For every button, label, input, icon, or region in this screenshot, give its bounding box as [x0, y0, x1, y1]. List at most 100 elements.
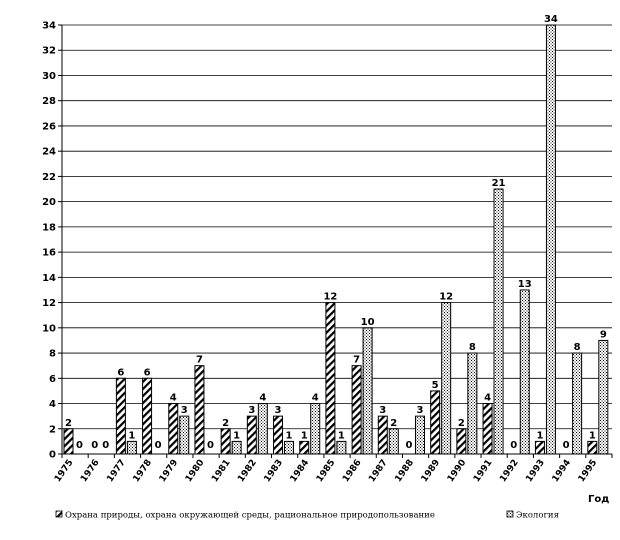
bar-nature: [299, 440, 310, 455]
data-label: 1: [128, 430, 135, 441]
y-tick-label: 30: [42, 71, 56, 82]
bar-ecology: [414, 415, 425, 455]
x-tick-label: 1979: [158, 458, 181, 484]
x-tick-label: 1988: [393, 458, 416, 484]
x-tick-label: 1982: [236, 458, 259, 484]
data-label: 3: [275, 405, 282, 416]
x-tick-label: 1986: [341, 458, 364, 484]
y-tick-label: 16: [42, 248, 56, 259]
bar-nature: [194, 365, 205, 455]
y-tick-label: 12: [42, 298, 56, 309]
data-label: 0: [155, 440, 162, 451]
axes: [61, 25, 612, 455]
y-tick-label: 34: [42, 21, 56, 32]
x-tick-label: 1975: [53, 458, 76, 484]
data-label: 12: [323, 292, 337, 303]
y-tick-label: 8: [49, 349, 56, 360]
bar-nature: [456, 428, 467, 455]
data-label: 0: [405, 440, 412, 451]
data-label: 1: [338, 430, 345, 441]
data-label: 1: [286, 430, 293, 441]
x-tick-label: 1992: [498, 458, 521, 484]
bar-ecology: [257, 403, 268, 455]
bar-nature: [63, 428, 74, 455]
data-label: 9: [600, 329, 607, 340]
bar-ecology: [179, 415, 190, 455]
x-axis-ticks: 1975 1976 1977 1978 1979 1980 1981 1982 1983 1984…: [53, 454, 613, 484]
y-tick-label: 14: [42, 273, 56, 284]
data-label: 13: [518, 279, 532, 290]
data-label: 8: [574, 342, 581, 353]
bar-nature: [587, 440, 598, 455]
data-label: 12: [439, 292, 453, 303]
bar-nature: [430, 390, 441, 455]
legend-label-ecology: Экология: [516, 511, 559, 521]
legend-swatch-hatch: [55, 510, 63, 518]
data-label: 21: [492, 178, 506, 189]
data-label: 6: [144, 367, 151, 378]
x-tick-label: 1987: [367, 458, 390, 484]
bar-nature: [273, 415, 284, 455]
bar-nature: [377, 415, 388, 455]
y-tick-label: 22: [42, 172, 56, 183]
data-label: 2: [65, 418, 72, 429]
data-label: 8: [469, 342, 476, 353]
bar-ecology: [126, 440, 137, 455]
data-label: 10: [361, 317, 375, 328]
bar-ecology: [284, 440, 295, 455]
data-label: 3: [248, 405, 255, 416]
data-label: 0: [563, 440, 570, 451]
x-tick-label: 1976: [79, 458, 102, 484]
data-label: 4: [312, 393, 319, 404]
legend: Охрана природы, охрана окружающей среды,…: [55, 510, 559, 521]
y-tick-label: 10: [42, 323, 56, 334]
bar-ecology: [362, 327, 373, 455]
bar-ecology: [310, 403, 321, 455]
data-label: 0: [102, 440, 109, 451]
x-tick-label: 1995: [577, 458, 600, 484]
y-tick-label: 2: [49, 424, 56, 435]
bar-ecology: [598, 339, 609, 455]
y-tick-label: 20: [42, 197, 56, 208]
data-label: 0: [207, 440, 214, 451]
data-label: 4: [170, 393, 177, 404]
bar-ecology: [441, 302, 452, 455]
bar-ecology: [467, 352, 478, 455]
data-label: 6: [117, 367, 124, 378]
y-tick-label: 18: [42, 222, 56, 233]
x-tick-label: 1994: [551, 458, 574, 484]
data-label: 5: [432, 380, 439, 391]
bar-nature: [142, 377, 153, 455]
x-tick-label: 1985: [315, 458, 338, 484]
y-tick-label: 6: [49, 374, 56, 385]
data-label: 7: [196, 355, 203, 366]
data-label: 7: [353, 355, 360, 366]
data-label: 2: [458, 418, 465, 429]
data-label: 2: [222, 418, 229, 429]
x-tick-label: 1977: [105, 458, 128, 484]
y-tick-label: 24: [42, 147, 56, 158]
bar-nature: [482, 403, 493, 455]
data-label: 4: [259, 393, 266, 404]
bar-ecology: [231, 440, 242, 455]
y-tick-label: 28: [42, 96, 56, 107]
x-tick-label: 1983: [263, 458, 286, 484]
bar-nature: [325, 302, 336, 455]
x-tick-label: 1993: [524, 458, 547, 484]
data-label: 0: [76, 440, 83, 451]
x-axis-title: Год: [588, 494, 609, 505]
data-label: 0: [510, 440, 517, 451]
bar-nature: [115, 377, 126, 455]
data-label: 1: [233, 430, 240, 441]
bar-nature: [220, 428, 231, 455]
y-tick-label: 32: [42, 46, 56, 57]
data-label: 1: [536, 430, 543, 441]
data-label: 3: [416, 405, 423, 416]
bar-ecology: [388, 428, 399, 455]
x-tick-label: 1978: [132, 458, 155, 484]
x-tick-label: 1980: [184, 458, 207, 484]
bars: [63, 24, 609, 455]
bar-ecology: [493, 188, 504, 455]
